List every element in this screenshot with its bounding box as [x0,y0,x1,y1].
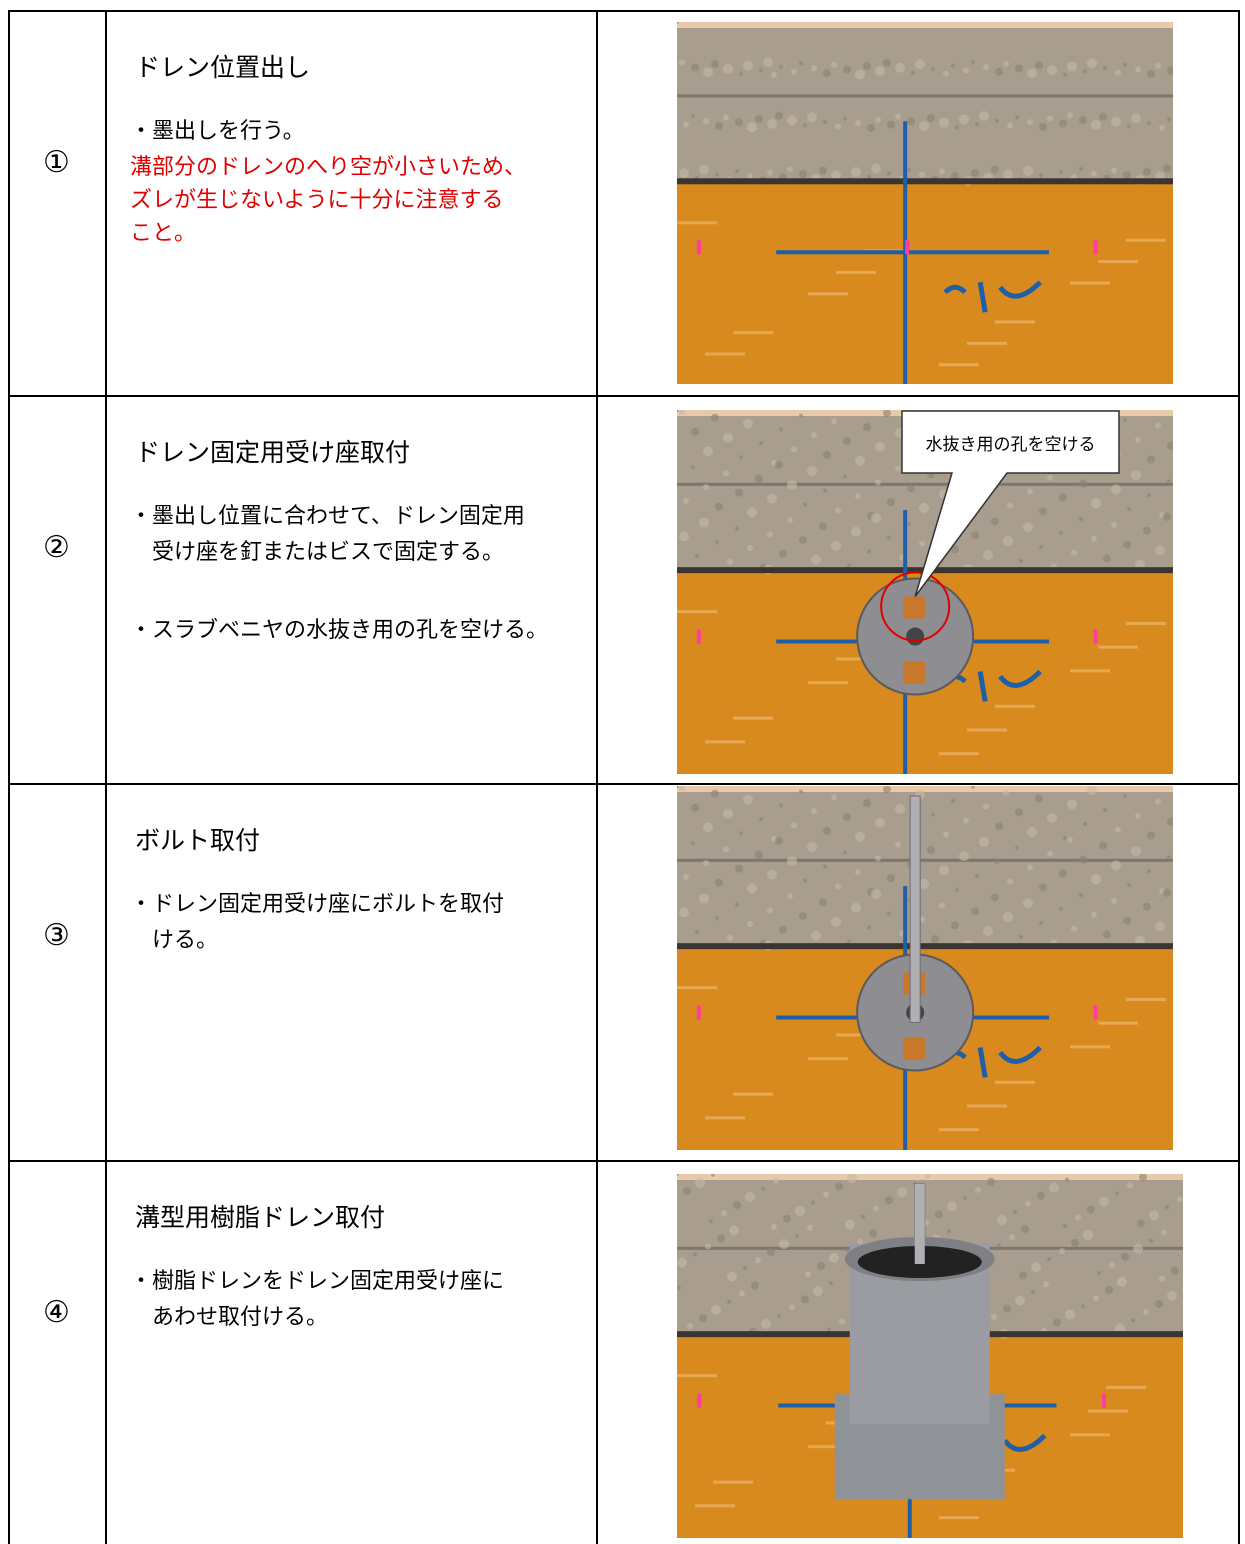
step-number: ③ [43,918,70,953]
step-title: ボルト取付 [135,826,261,855]
photo: 水抜き用の孔を空ける [677,410,1173,774]
table-border [8,783,1240,785]
photo [677,22,1173,384]
step-number: ④ [43,1295,70,1330]
step-note: 溝部分のドレンのへり空が小さいため、 [130,155,527,180]
step-title: ドレン固定用受け座取付 [135,438,411,467]
callout-text: 水抜き用の孔を空ける [926,435,1096,455]
table-border [8,10,1240,12]
step-number: ① [43,145,70,180]
step-text: ・スラブベニヤの水抜き用の孔を空ける。 [130,618,549,643]
table-border [8,10,10,1544]
step-text: ける。 [130,928,219,953]
step-title: ドレン位置出し [135,53,311,82]
step-text: ・墨出し位置に合わせて、ドレン固定用 [130,504,525,529]
table-border [8,395,1240,397]
step-note: ズレが生じないように十分に注意する [130,188,504,213]
step-text: ・ドレン固定用受け座にボルトを取付 [130,892,505,917]
step-number: ② [43,530,70,565]
step-text: ・墨出しを行う。 [130,119,305,144]
photo [677,1174,1183,1538]
step-title: 溝型用樹脂ドレン取付 [135,1203,386,1232]
table-border [1238,10,1240,1544]
photo [677,786,1173,1150]
step-text: あわせ取付ける。 [130,1305,329,1330]
step-text: 受け座を釘またはビスで固定する。 [130,540,505,565]
step-text: ・樹脂ドレンをドレン固定用受け座に [130,1269,505,1294]
step-note: こと。 [130,221,197,246]
table-border [8,1160,1240,1162]
table-border [596,10,598,1544]
table-border [105,10,107,1544]
